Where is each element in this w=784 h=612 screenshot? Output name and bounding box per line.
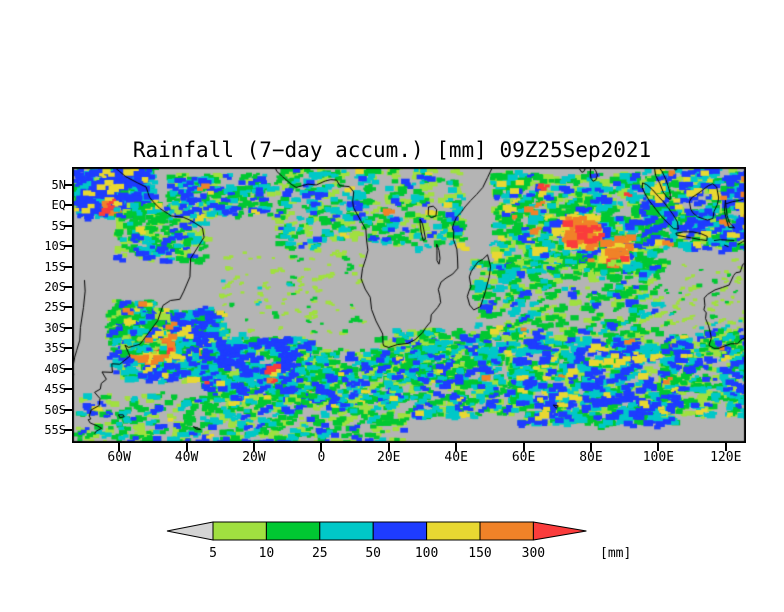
lon-tick-mark: [657, 443, 660, 451]
lon-tick-label: 40W: [174, 450, 199, 465]
lon-tick-label: 60E: [511, 450, 536, 465]
colorbar-unit-label: [mm]: [600, 546, 632, 561]
lon-tick-label: 20W: [242, 450, 266, 465]
lat-tick-label: 35S: [44, 341, 66, 356]
lon-tick-label: 120E: [710, 450, 742, 465]
colorbar-level-label: 100: [414, 546, 439, 561]
lon-tick-mark: [185, 443, 188, 451]
lon-tick-label: 100E: [642, 450, 675, 465]
lon-tick-label: 60W: [107, 450, 131, 465]
colorbar: [166, 521, 587, 541]
colorbar-level-label: 25: [311, 546, 328, 561]
lat-tick-mark: [64, 204, 72, 207]
lat-tick-label: EQ: [51, 198, 66, 213]
lat-tick-label: 25S: [44, 300, 66, 315]
lon-tick-label: 20E: [377, 450, 401, 465]
lat-tick-label: 50S: [44, 402, 66, 417]
lon-tick-mark: [252, 443, 255, 451]
lat-tick-mark: [64, 428, 72, 431]
lon-tick-mark: [589, 443, 592, 451]
lat-tick-label: 5N: [51, 177, 66, 192]
lon-tick-mark: [455, 443, 458, 451]
lat-tick-label: 15S: [44, 259, 66, 274]
lat-tick-label: 45S: [44, 382, 66, 397]
lat-tick-mark: [64, 367, 72, 370]
colorbar-level-label: 300: [521, 546, 546, 561]
colorbar-bin: [265, 521, 321, 541]
lat-tick-mark: [64, 183, 72, 186]
lat-tick-mark: [64, 408, 72, 411]
colorbar-level-label: 50: [365, 546, 382, 561]
lat-tick-label: 10S: [44, 239, 66, 254]
lon-tick-mark: [320, 443, 323, 451]
lon-tick-mark: [387, 443, 390, 451]
colorbar-level-label: 5: [209, 546, 217, 561]
colorbar-bin: [426, 521, 481, 541]
colorbar-bin: [319, 521, 374, 541]
figure-title: Rainfall (7−day accum.) [mm] 09Z25Sep202…: [132, 138, 652, 162]
lat-tick-mark: [64, 265, 72, 268]
lon-tick-mark: [724, 443, 727, 451]
lon-tick-label: 80E: [579, 450, 603, 465]
lat-tick-mark: [64, 306, 72, 309]
lat-tick-mark: [64, 326, 72, 329]
lat-tick-mark: [64, 286, 72, 289]
colorbar-level-label: 150: [468, 546, 492, 561]
colorbar-above-arrow: [532, 521, 587, 541]
lat-tick-mark: [64, 245, 72, 248]
lon-tick-mark: [118, 443, 121, 451]
lat-tick-label: 40S: [44, 361, 66, 376]
colorbar-below-arrow: [166, 521, 214, 541]
lat-tick-mark: [64, 224, 72, 227]
colorbar-level-label: 10: [258, 546, 275, 561]
colorbar-bin: [372, 521, 428, 541]
colorbar-bin: [479, 521, 534, 541]
lat-tick-mark: [64, 388, 72, 391]
lat-tick-mark: [64, 347, 72, 350]
colorbar-bin: [212, 521, 267, 541]
lat-tick-label: 55S: [44, 422, 66, 437]
lat-tick-label: 20S: [44, 280, 66, 295]
lon-tick-label: 40E: [444, 450, 468, 465]
rainfall-map-canvas: [72, 167, 746, 443]
lon-tick-mark: [522, 443, 525, 451]
lat-tick-label: 5S: [51, 218, 66, 233]
lon-tick-label: 0: [317, 450, 326, 465]
lat-tick-label: 30S: [44, 320, 66, 335]
